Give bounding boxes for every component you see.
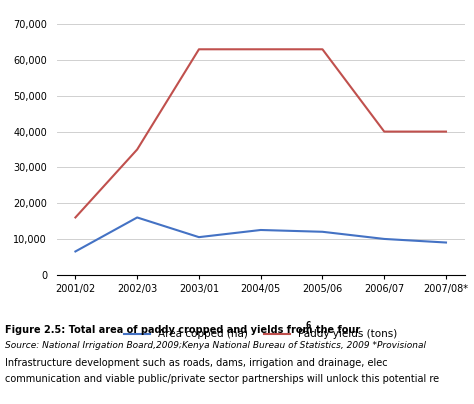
Text: 6: 6	[306, 321, 311, 330]
Text: Source: National Irrigation Board,2009;Kenya National Bureau of Statistics, 2009: Source: National Irrigation Board,2009;K…	[5, 341, 426, 350]
Text: Infrastructure development such as roads, dams, irrigation and drainage, elec: Infrastructure development such as roads…	[5, 358, 387, 368]
Legend: Area copped (ha), Paddy yields (tons): Area copped (ha), Paddy yields (tons)	[120, 325, 401, 343]
Text: Figure 2.5: Total area of paddy cropped and yields from the four: Figure 2.5: Total area of paddy cropped …	[5, 325, 360, 335]
Text: communication and viable public/private sector partnerships will unlock this pot: communication and viable public/private …	[5, 374, 439, 384]
